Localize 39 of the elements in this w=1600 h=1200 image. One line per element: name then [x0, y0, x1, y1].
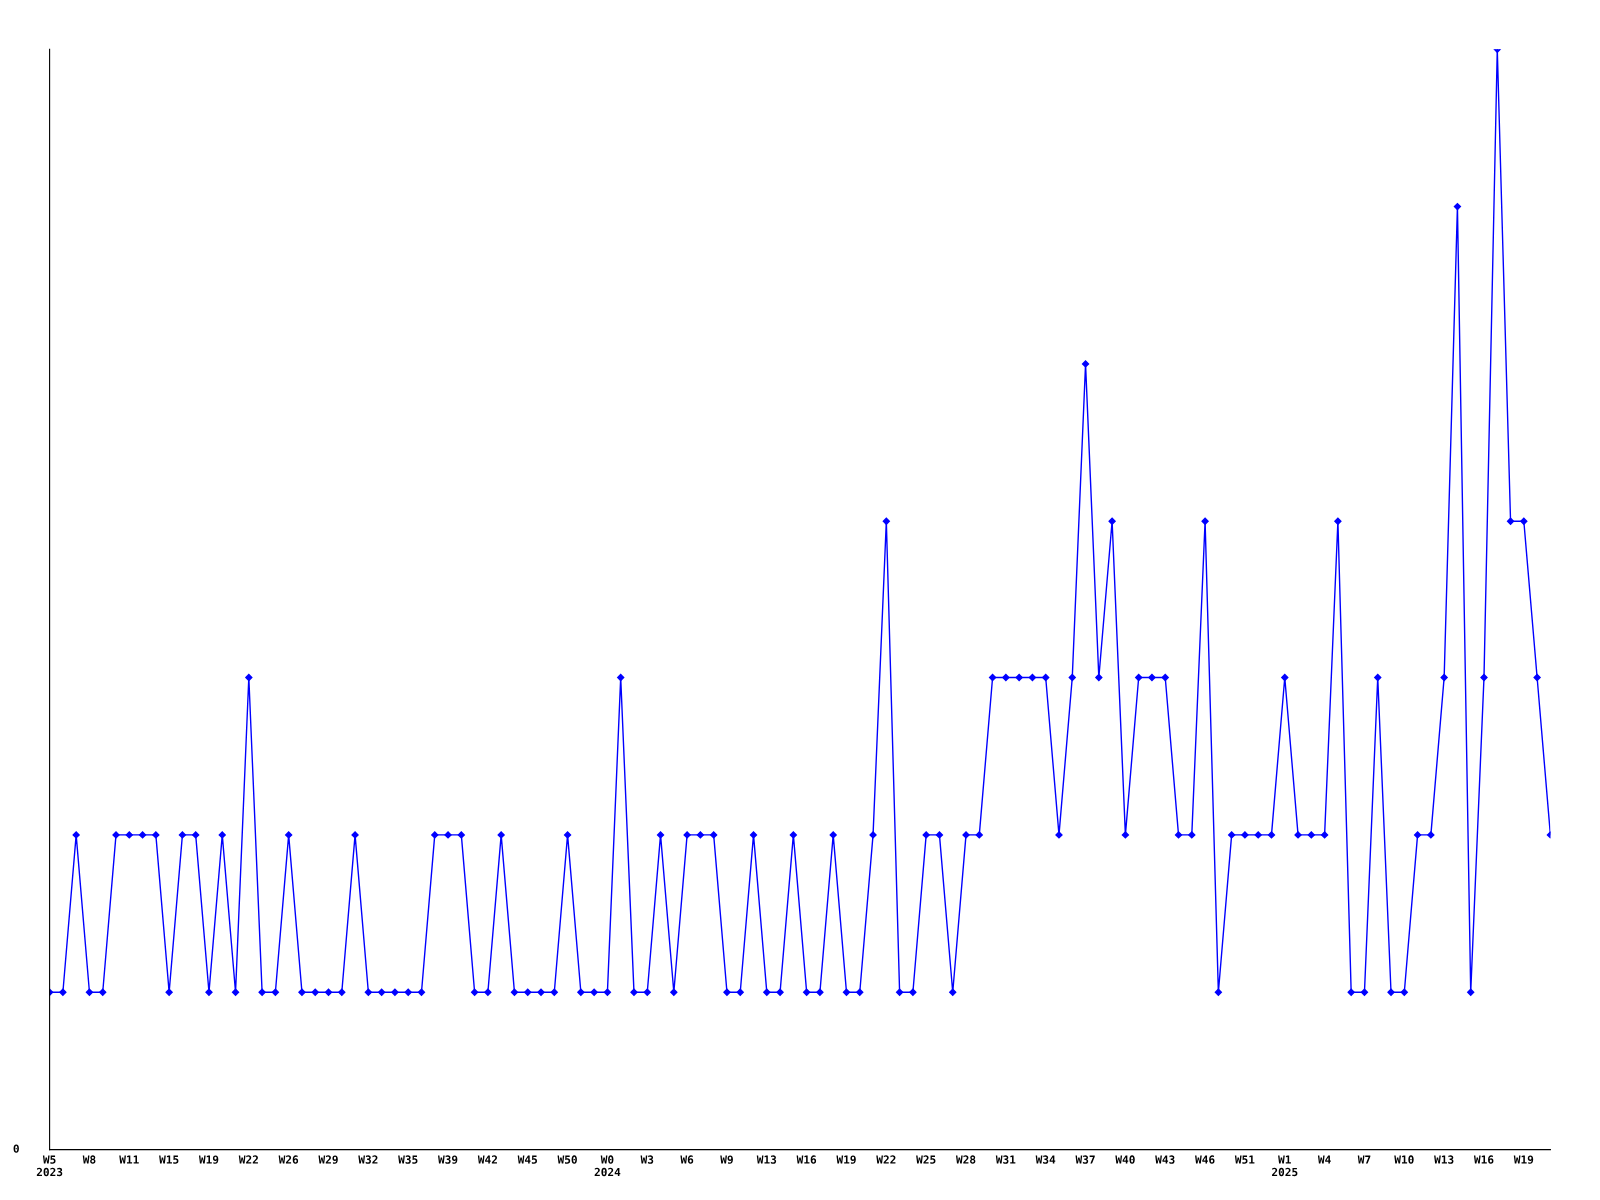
x-tick-label: W19 — [836, 1155, 856, 1164]
x-tick-label: W50 — [557, 1155, 577, 1164]
x-tick-label: W13 — [756, 1155, 777, 1164]
x-tick-label: W1 2025 — [1272, 1155, 1298, 1177]
text: 0 — [13, 1144, 19, 1153]
x-tick-label: W4 — [1317, 1155, 1331, 1164]
x-tick-label: W46 — [1195, 1155, 1215, 1164]
x-tick-label: W16 — [796, 1155, 817, 1164]
x-tick-label: W39 — [438, 1155, 458, 1164]
x-tick-label: W9 — [720, 1155, 733, 1164]
x-tick-label: W16 — [1473, 1155, 1494, 1164]
x-tick-label: W19 — [198, 1155, 219, 1164]
x-tick-label: W32 — [358, 1155, 378, 1164]
x-tick-label: W0 2024 — [594, 1155, 621, 1177]
x-tick-label: W11 — [119, 1155, 139, 1164]
x-tick-label: W43 — [1155, 1155, 1175, 1164]
x-tick-label: W15 — [159, 1155, 179, 1164]
x-tick-label: W29 — [318, 1155, 338, 1164]
x-tick-label: W6 — [680, 1155, 694, 1164]
x-tick-label: W34 — [1035, 1155, 1056, 1164]
x-tick-label: W25 — [916, 1155, 936, 1164]
x-tick-label: W5 2023 — [36, 1155, 63, 1177]
x-tick-label: W22 — [238, 1155, 258, 1164]
x-tick-label: W40 — [1115, 1155, 1135, 1164]
x-tick-label: W7 — [1357, 1155, 1371, 1164]
x-tick-label: W10 — [1394, 1155, 1414, 1164]
x-tick-label: W45 — [517, 1155, 538, 1164]
x-tick-label: W42 — [477, 1155, 497, 1164]
x-tick-label: W28 — [955, 1155, 976, 1164]
x-tick-label: W51 — [1234, 1155, 1255, 1164]
x-tick-label: W37 — [1075, 1155, 1095, 1164]
x-tick-label: W26 — [278, 1155, 299, 1164]
x-tick-label: W8 — [82, 1155, 96, 1164]
x-tick-label: W35 — [398, 1155, 418, 1164]
x-tick-label: W19 — [1513, 1155, 1534, 1164]
x-tick-label: W31 — [995, 1155, 1016, 1164]
x-tick-label: W13 — [1434, 1155, 1454, 1164]
x-tick-label: W3 — [640, 1155, 654, 1164]
x-tick-label: W22 — [876, 1155, 896, 1164]
